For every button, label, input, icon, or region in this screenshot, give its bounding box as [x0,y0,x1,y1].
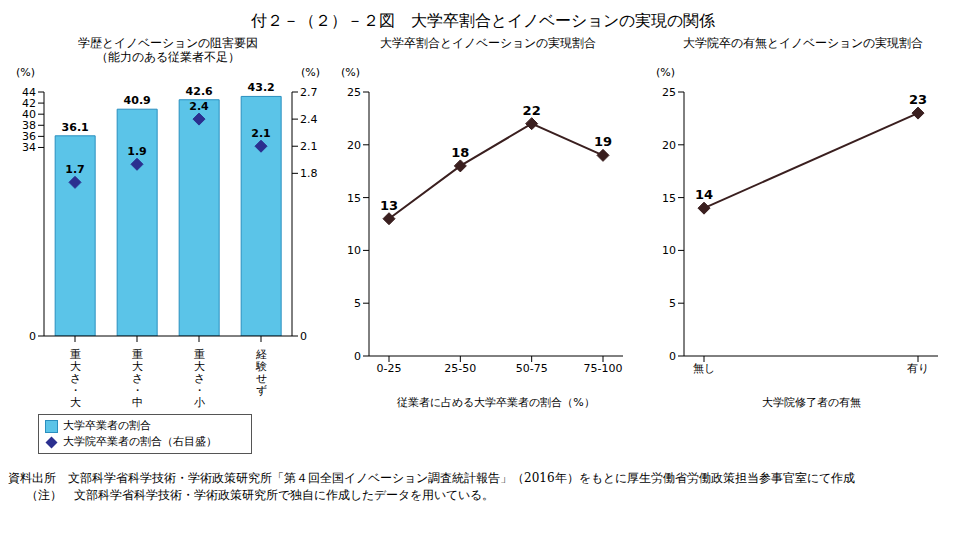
svg-text:25: 25 [347,86,361,99]
svg-text:1.7: 1.7 [65,163,85,176]
svg-text:1.9: 1.9 [127,145,147,158]
svg-text:40: 40 [22,108,36,121]
svg-text:0: 0 [669,350,676,363]
svg-text:2.4: 2.4 [300,113,318,126]
svg-text:重大さ・小: 重大さ・小 [194,348,205,409]
html-text:大学院卒業者の割合（右目盛）: 大学院卒業者の割合（右目盛） [63,435,217,448]
svg-text:42.6: 42.6 [186,85,213,98]
svg-text:36.1: 36.1 [62,121,89,134]
svg-text:25-50: 25-50 [444,362,476,375]
html-text:資料出所 文部科学省科学技術・学術政策研究所「第４回全国イノ: 資料出所 文部科学省科学技術・学術政策研究所「第４回全国イノベーション調査統計報… [8,471,855,485]
svg-text:従業者に占める大学卒業者の割合（%）: 従業者に占める大学卒業者の割合（%） [397,396,594,409]
svg-text:無し: 無し [693,362,715,375]
svg-text:5: 5 [669,297,676,310]
svg-text:重大さ・中: 重大さ・中 [132,348,143,409]
svg-text:36: 36 [22,130,36,143]
svg-text:13: 13 [380,198,398,213]
svg-text:22: 22 [523,103,541,118]
svg-text:42: 42 [22,97,36,110]
html-text:大学卒業者の割合: 大学卒業者の割合 [63,419,151,432]
svg-text:19: 19 [594,134,612,149]
svg-text:23: 23 [909,92,927,107]
svg-text:大学院修了者の有無: 大学院修了者の有無 [762,396,861,409]
svg-text:43.2: 43.2 [248,81,275,94]
html-text:（能力のある従業者不足）: （能力のある従業者不足） [96,50,240,64]
svg-text:経験せず: 経験せず [255,348,267,397]
svg-text:5: 5 [354,297,361,310]
svg-text:重大さ・大: 重大さ・大 [70,348,81,409]
svg-text:0: 0 [29,330,36,343]
svg-text:75-100: 75-100 [584,362,623,375]
svg-text:50-75: 50-75 [516,362,548,375]
svg-text:0: 0 [354,350,361,363]
svg-text:15: 15 [662,192,676,205]
svg-text:2.1: 2.1 [251,127,271,140]
svg-text:10: 10 [662,244,676,257]
svg-text:34: 34 [22,141,36,154]
svg-text:44: 44 [22,86,36,99]
html-text:大学卒割合とイノベーションの実現割合: 大学卒割合とイノベーションの実現割合 [380,36,596,50]
svg-text:25: 25 [662,86,676,99]
svg-text:18: 18 [451,145,469,160]
html-text:（注） 文部科学省科学技術・学術政策研究所で独自に作成したデ: （注） 文部科学省科学技術・学術政策研究所で独自に作成したデータを用いている。 [26,488,494,502]
svg-text:2.4: 2.4 [189,100,209,113]
html-text:学歴とイノベーションの阻害要因: 学歴とイノベーションの阻害要因 [78,36,258,50]
svg-text:14: 14 [695,187,713,202]
svg-text:20: 20 [347,139,361,152]
svg-text:40.9: 40.9 [124,94,151,107]
svg-text:10: 10 [347,244,361,257]
html-text:大学院卒の有無とイノベーションの実現割合: 大学院卒の有無とイノベーションの実現割合 [683,36,923,50]
svg-text:38: 38 [22,119,36,132]
svg-text:0-25: 0-25 [377,362,402,375]
svg-text:0: 0 [300,330,307,343]
svg-text:有り: 有り [907,362,929,375]
svg-text:2.1: 2.1 [300,140,318,153]
svg-text:1.8: 1.8 [300,167,318,180]
svg-text:2.7: 2.7 [300,86,318,99]
html-text:付２－（２）－２図 大学卒割合とイノベーションの実現の関係: 付２－（２）－２図 大学卒割合とイノベーションの実現の関係 [251,11,715,30]
svg-text:20: 20 [662,139,676,152]
svg-text:15: 15 [347,192,361,205]
